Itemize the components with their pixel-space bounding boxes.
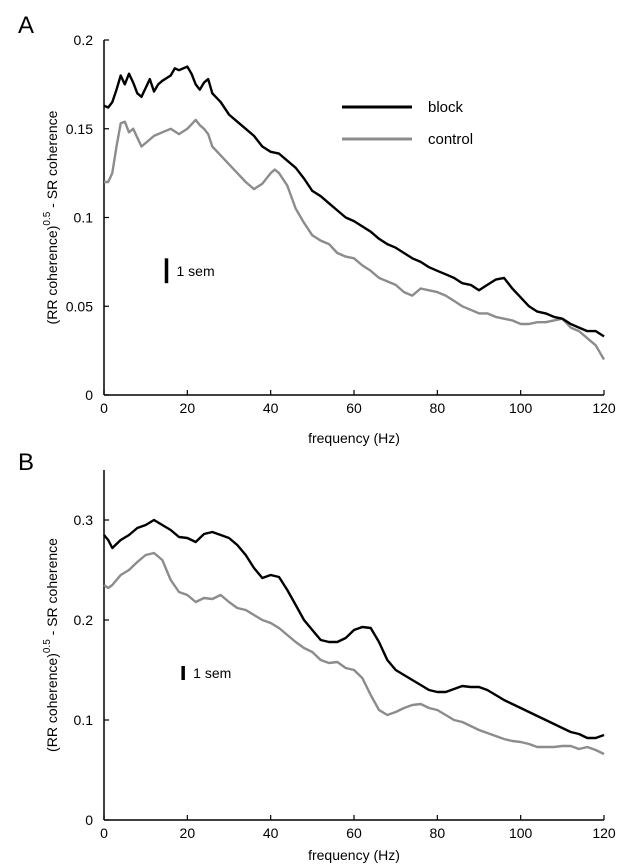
y-axis-label-main: (RR coherence) bbox=[44, 226, 60, 325]
y-axis-label: (RR coherence)0.5 - SR coherence bbox=[42, 538, 60, 752]
x-tick-label: 60 bbox=[346, 400, 362, 416]
x-tick-label: 0 bbox=[100, 825, 108, 841]
x-tick-label: 100 bbox=[509, 400, 533, 416]
chart-panel-a: A 0 20 40 60 80 100 120 0 0.05 0.1 0.15 0.2 frequency… bbox=[18, 12, 616, 446]
y-axis-label-exponent: 0.5 bbox=[42, 211, 53, 225]
y-tick-label: 0.3 bbox=[74, 512, 94, 528]
legend-label-control: control bbox=[428, 131, 473, 148]
y-axis-label-exponent: 0.5 bbox=[42, 639, 53, 653]
sem-scale-label: 1 sem bbox=[193, 665, 231, 681]
legend-label-block: block bbox=[428, 99, 464, 116]
x-axis-label: frequency (Hz) bbox=[308, 847, 400, 863]
x-tick-label: 20 bbox=[180, 825, 196, 841]
y-tick-label: 0.15 bbox=[66, 121, 93, 137]
sem-scale-label: 1 sem bbox=[177, 263, 215, 279]
x-tick-label: 40 bbox=[263, 400, 279, 416]
x-tick-label: 0 bbox=[100, 400, 108, 416]
y-axis-label-tail: - SR coherence bbox=[44, 110, 60, 211]
y-axis-label-main: (RR coherence) bbox=[44, 653, 60, 752]
y-tick-label: 0 bbox=[85, 812, 93, 828]
y-tick-label: 0.05 bbox=[66, 298, 93, 314]
legend: block control bbox=[342, 99, 473, 148]
panel-label: A bbox=[18, 12, 34, 39]
x-tick-label: 40 bbox=[263, 825, 279, 841]
x-tick-label: 20 bbox=[180, 400, 196, 416]
panel-label: B bbox=[18, 449, 34, 476]
y-tick-label: 0.1 bbox=[74, 210, 94, 226]
y-axis-label: (RR coherence)0.5 - SR coherence bbox=[42, 110, 60, 324]
x-tick-label: 60 bbox=[346, 825, 362, 841]
series-line-block bbox=[103, 518, 605, 740]
x-tick-label: 120 bbox=[592, 400, 616, 416]
series-line-control bbox=[103, 551, 605, 756]
x-tick-label: 80 bbox=[430, 400, 446, 416]
y-tick-label: 0 bbox=[85, 387, 93, 403]
x-tick-label: 100 bbox=[509, 825, 533, 841]
y-tick-label: 0.1 bbox=[74, 712, 94, 728]
y-tick-label: 0.2 bbox=[74, 612, 94, 628]
x-axis-label: frequency (Hz) bbox=[308, 430, 400, 446]
chart-panel-b: B 0 20 40 60 80 100 120 0 0.1 0.2 0.3 frequency (Hz)… bbox=[18, 449, 616, 863]
y-axis-label-tail: - SR coherence bbox=[44, 538, 60, 639]
x-tick-label: 120 bbox=[592, 825, 616, 841]
series-line-control bbox=[104, 118, 606, 361]
x-tick-label: 80 bbox=[430, 825, 446, 841]
y-tick-label: 0.2 bbox=[74, 32, 94, 48]
series-line-block bbox=[103, 65, 605, 338]
